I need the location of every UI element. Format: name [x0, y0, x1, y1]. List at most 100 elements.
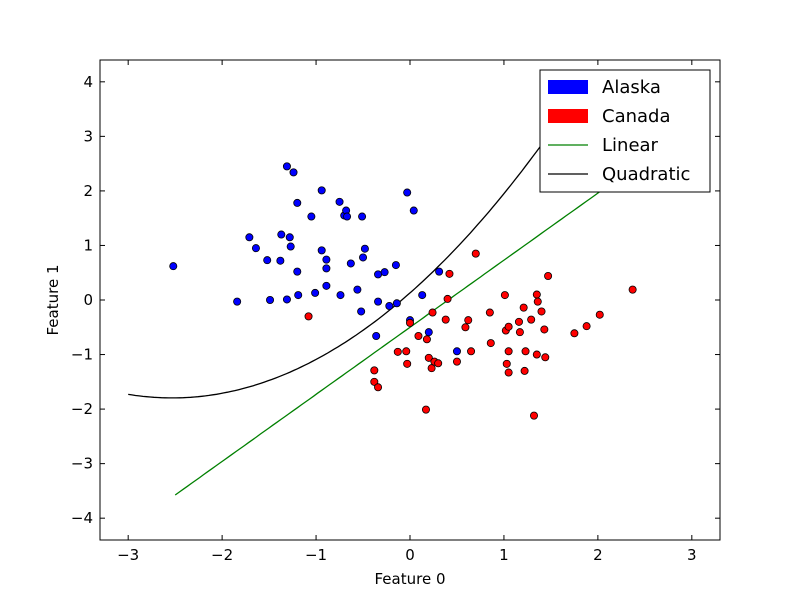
- legend-label-quadratic: Quadratic: [602, 164, 690, 185]
- canada-point: [402, 347, 411, 356]
- alaska-point: [424, 328, 433, 337]
- canada-point: [520, 366, 529, 375]
- alaska-point: [336, 291, 345, 300]
- alaska-point: [169, 262, 178, 271]
- y-axis-label: Feature 1: [44, 265, 62, 336]
- canada-point: [427, 364, 436, 373]
- x-tick-label: −2: [211, 546, 233, 564]
- canada-point: [374, 383, 383, 392]
- legend-label-canada: Canada: [602, 106, 671, 127]
- alaska-point: [307, 212, 316, 221]
- alaska-point: [277, 230, 286, 239]
- alaska-point: [263, 256, 272, 265]
- alaska-point: [322, 281, 331, 290]
- y-tick-label: 1: [83, 236, 93, 254]
- y-tick-label: 2: [83, 182, 93, 200]
- canada-point: [519, 303, 528, 312]
- canada-point: [424, 353, 433, 362]
- axis-ticks: −3 −2 −1 0 1 2 3 −4 −3 −2 −1 0 1 2 3 4: [71, 60, 720, 564]
- alaska-point: [380, 268, 389, 277]
- alaska-point: [335, 197, 344, 206]
- alaska-point: [322, 264, 331, 273]
- canada-point: [628, 285, 637, 294]
- canada-point: [544, 271, 553, 280]
- canada-point: [443, 294, 452, 303]
- canada-point: [471, 249, 480, 258]
- alaska-point: [360, 244, 369, 253]
- alaska-point: [282, 162, 291, 171]
- canada-point: [428, 308, 437, 317]
- alaska-point: [293, 267, 302, 276]
- canada-point: [533, 297, 542, 306]
- legend-swatch-canada: [548, 109, 588, 123]
- alaska-point: [317, 186, 326, 195]
- alaska-point: [293, 198, 302, 207]
- alaska-point: [385, 301, 394, 310]
- canada-point: [445, 269, 454, 278]
- canada-point: [405, 318, 414, 327]
- canada-point: [504, 368, 513, 377]
- canada-point: [500, 291, 509, 300]
- alaska-point: [322, 255, 331, 264]
- y-tick-label: 0: [83, 291, 93, 309]
- canada-point: [532, 350, 541, 359]
- canada-point: [422, 335, 431, 344]
- alaska-point: [392, 299, 401, 308]
- canada-point: [403, 359, 412, 368]
- alaska-point: [435, 267, 444, 276]
- alaska-point: [359, 253, 368, 262]
- linear-fit-line: [174, 145, 664, 496]
- x-tick-label: −3: [117, 546, 139, 564]
- canada-point: [530, 411, 539, 420]
- canada-point: [467, 347, 476, 356]
- x-tick-label: −1: [305, 546, 327, 564]
- canada-point: [502, 359, 511, 368]
- canada-point: [461, 323, 470, 332]
- x-tick-label: 3: [687, 546, 697, 564]
- canada-point: [370, 377, 379, 386]
- canada-point: [452, 357, 461, 366]
- canada-point: [370, 366, 379, 375]
- canada-point: [595, 310, 604, 319]
- alaska-point: [266, 295, 275, 304]
- canada-point: [414, 331, 423, 340]
- canada-point: [521, 347, 530, 356]
- canada-point: [393, 347, 402, 356]
- alaska-point: [403, 188, 412, 197]
- y-tick-label: 4: [83, 73, 93, 91]
- alaska-point: [317, 246, 326, 255]
- alaska-point: [251, 244, 260, 253]
- alaska-point: [374, 270, 383, 279]
- alaska-point: [276, 256, 285, 265]
- alaska-point: [233, 297, 242, 306]
- quadratic-fit-line: [128, 104, 571, 399]
- legend-label-linear: Linear: [602, 135, 659, 156]
- alaska-point: [294, 291, 303, 300]
- canada-point: [441, 315, 450, 324]
- legend: Alaska Canada Linear Quadratic: [539, 69, 711, 193]
- canada-point: [570, 329, 579, 338]
- canada-point: [434, 359, 443, 368]
- canada-point: [485, 308, 494, 317]
- alaska-point: [358, 212, 367, 221]
- alaska-point: [353, 285, 362, 294]
- x-axis-label: Feature 0: [375, 570, 446, 588]
- alaska-point: [286, 242, 295, 251]
- alaska-point: [374, 297, 383, 306]
- canada-point: [486, 339, 495, 348]
- canada-point: [527, 315, 536, 324]
- y-tick-label: −3: [71, 455, 93, 473]
- canada-point: [532, 290, 541, 299]
- alaska-point: [289, 168, 298, 177]
- alaska-point: [343, 212, 352, 221]
- canada-point: [464, 316, 473, 325]
- canada-point: [541, 353, 550, 362]
- canada-point: [515, 328, 524, 337]
- canada-point: [504, 347, 513, 356]
- canada-point: [540, 325, 549, 334]
- canada-point: [504, 322, 513, 331]
- canada-point: [582, 322, 591, 331]
- alaska-point: [372, 331, 381, 340]
- canada-point: [421, 405, 430, 414]
- x-tick-label: 1: [499, 546, 509, 564]
